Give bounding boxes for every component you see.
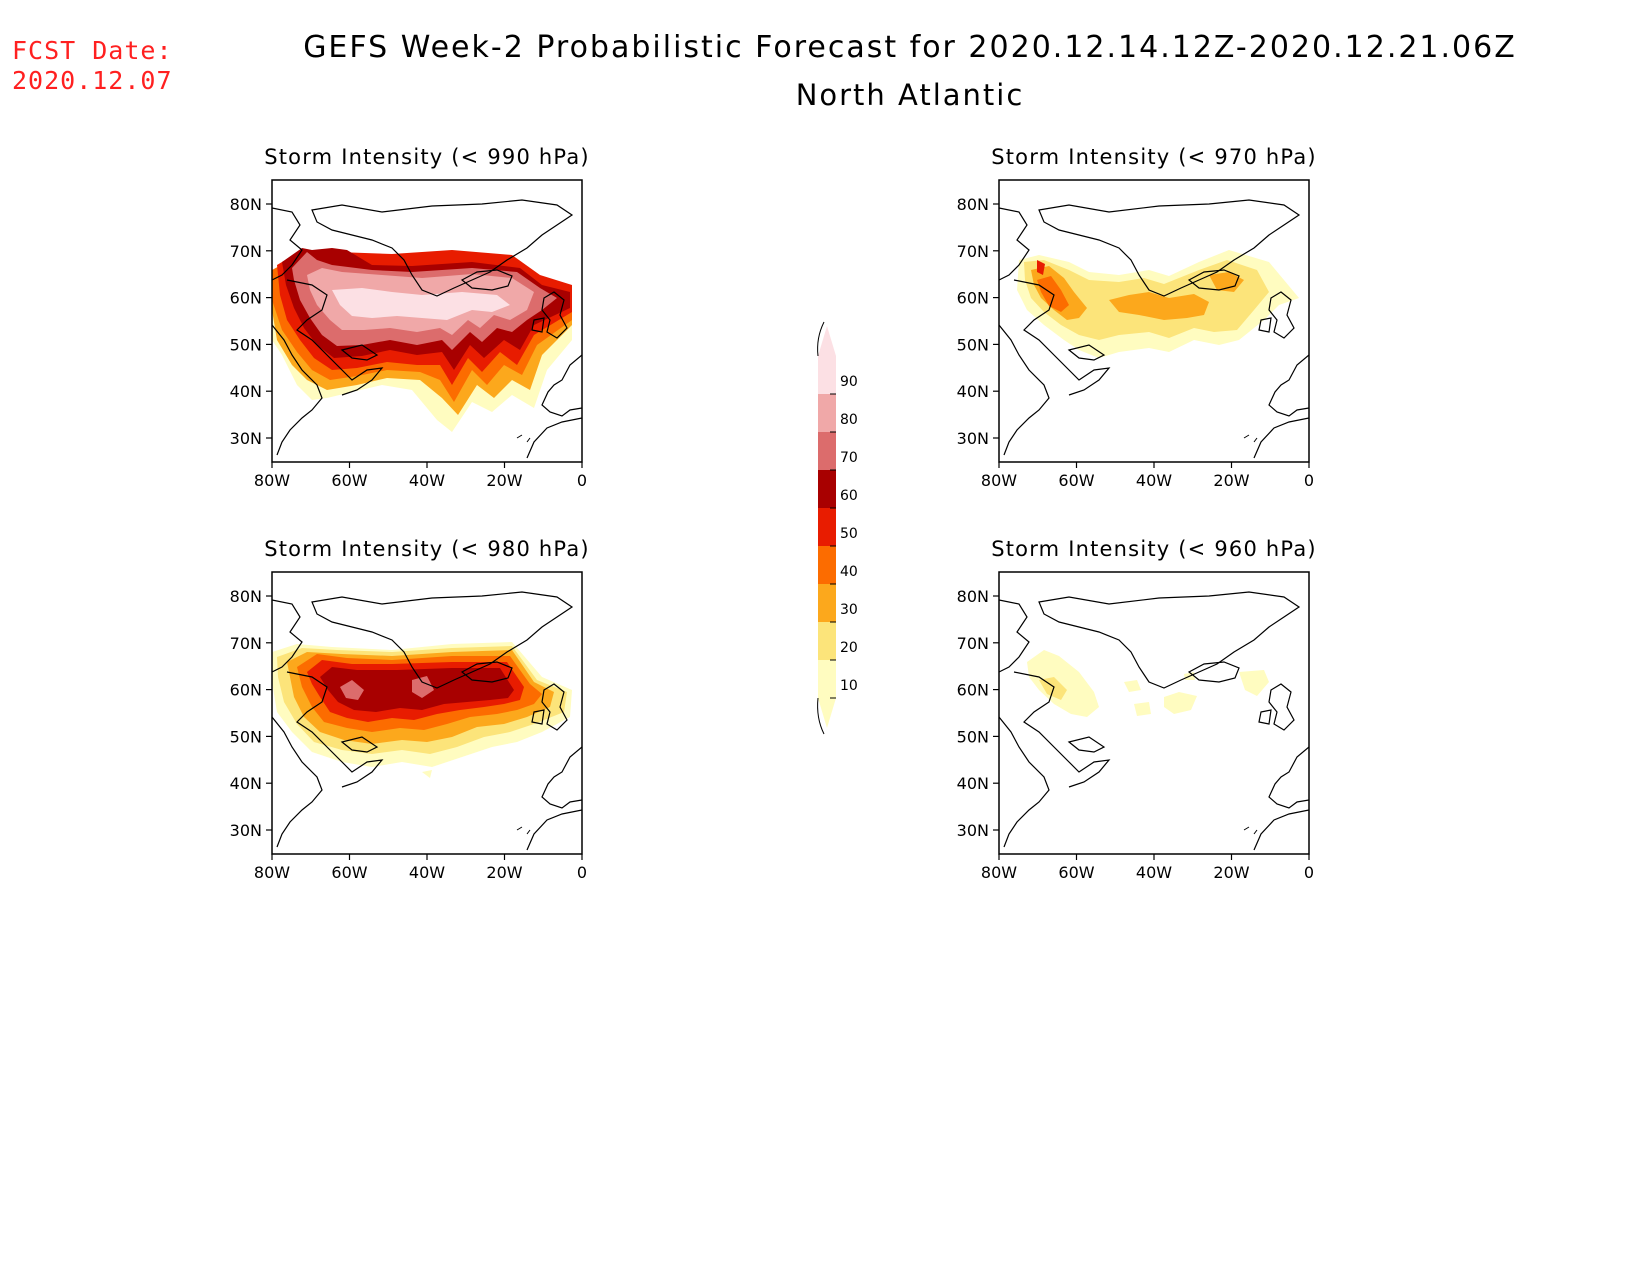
panel-title: Storm Intensity (< 970 hPa) bbox=[991, 145, 1317, 169]
legend-bottom-cap bbox=[818, 698, 836, 728]
lon-tick-label: 0 bbox=[1304, 471, 1314, 490]
legend-swatch bbox=[818, 622, 836, 660]
legend-level-label: 90 bbox=[840, 374, 858, 390]
lat-tick-label: 70N bbox=[230, 242, 262, 261]
probability-shading bbox=[1027, 650, 1269, 717]
legend-top-cap bbox=[818, 326, 836, 356]
lon-tick-label: 80W bbox=[254, 471, 290, 490]
lon-tick-label: 20W bbox=[486, 863, 522, 882]
forecast-date-value: 2020.12.07 bbox=[12, 66, 173, 95]
panel-title: Storm Intensity (< 960 hPa) bbox=[991, 537, 1317, 561]
probability-shading bbox=[332, 288, 510, 320]
legend-swatch bbox=[818, 508, 836, 546]
lon-tick-label: 60W bbox=[331, 863, 367, 882]
lon-tick-label: 40W bbox=[1136, 863, 1172, 882]
lon-tick-label: 60W bbox=[1058, 863, 1094, 882]
legend-level-label: 60 bbox=[840, 488, 858, 504]
lon-tick-label: 0 bbox=[1304, 863, 1314, 882]
page-title: GEFS Week-2 Probabilistic Forecast for 2… bbox=[303, 30, 1517, 65]
forecast-map-panel: Storm Intensity (< 970 hPa) 80N 70N 60N 50N 4… bbox=[957, 145, 1317, 490]
legend-level-label: 70 bbox=[840, 450, 858, 466]
lat-tick-label: 30N bbox=[957, 821, 989, 840]
lat-tick-label: 40N bbox=[957, 382, 989, 401]
panel-title: Storm Intensity (< 980 hPa) bbox=[264, 537, 590, 561]
lon-tick-label: 20W bbox=[486, 471, 522, 490]
lat-tick-label: 50N bbox=[230, 335, 262, 354]
forecast-map-panel: Storm Intensity (< 990 hPa) 80N 70N 60N 50N 4… bbox=[230, 145, 590, 490]
lat-tick-label: 70N bbox=[957, 242, 989, 261]
legend-swatch bbox=[818, 470, 836, 508]
lon-tick-label: 0 bbox=[577, 471, 587, 490]
legend-level-label: 80 bbox=[840, 412, 858, 428]
lon-tick-label: 60W bbox=[331, 471, 367, 490]
legend-level-label: 20 bbox=[840, 640, 858, 656]
forecast-date-block: FCST Date: 2020.12.07 bbox=[12, 36, 173, 96]
lat-tick-label: 40N bbox=[230, 774, 262, 793]
lat-tick-label: 60N bbox=[957, 681, 989, 700]
lat-tick-label: 50N bbox=[957, 335, 989, 354]
lat-tick-label: 70N bbox=[230, 634, 262, 653]
lat-tick-label: 40N bbox=[230, 382, 262, 401]
legend-swatch bbox=[818, 432, 836, 470]
forecast-map-panel: Storm Intensity (< 960 hPa) 80N 70N 60N 50N 4… bbox=[957, 537, 1317, 882]
lat-tick-label: 80N bbox=[230, 195, 262, 214]
lat-tick-label: 30N bbox=[957, 429, 989, 448]
legend-swatch bbox=[818, 546, 836, 584]
legend-level-label: 10 bbox=[840, 678, 858, 694]
lat-tick-label: 50N bbox=[957, 727, 989, 746]
color-legend: 90 80 70 60 50 40 30 20 10 bbox=[817, 321, 858, 735]
lon-tick-label: 40W bbox=[409, 863, 445, 882]
lon-tick-label: 20W bbox=[1213, 863, 1249, 882]
legend-level-label: 50 bbox=[840, 526, 858, 542]
lon-tick-label: 0 bbox=[577, 863, 587, 882]
forecast-date-label: FCST Date: bbox=[12, 36, 173, 65]
legend-swatch bbox=[818, 584, 836, 622]
panel-title: Storm Intensity (< 990 hPa) bbox=[264, 145, 590, 169]
region-title: North Atlantic bbox=[795, 78, 1025, 112]
lat-tick-label: 50N bbox=[230, 727, 262, 746]
legend-swatch bbox=[818, 394, 836, 432]
lon-tick-label: 80W bbox=[981, 863, 1017, 882]
lat-tick-label: 70N bbox=[957, 634, 989, 653]
legend-level-label: 30 bbox=[840, 602, 858, 618]
probability-shading bbox=[340, 676, 434, 700]
lat-tick-label: 40N bbox=[957, 774, 989, 793]
legend-level-label: 40 bbox=[840, 564, 858, 580]
lon-tick-label: 40W bbox=[1136, 471, 1172, 490]
lon-tick-label: 80W bbox=[254, 863, 290, 882]
lon-tick-label: 60W bbox=[1058, 471, 1094, 490]
lat-tick-label: 30N bbox=[230, 821, 262, 840]
lon-tick-label: 80W bbox=[981, 471, 1017, 490]
lon-tick-label: 40W bbox=[409, 471, 445, 490]
lat-tick-label: 60N bbox=[957, 289, 989, 308]
lat-tick-label: 60N bbox=[230, 681, 262, 700]
legend-swatch bbox=[818, 356, 836, 394]
lat-tick-label: 80N bbox=[957, 195, 989, 214]
lat-tick-label: 80N bbox=[957, 587, 989, 606]
lon-tick-label: 20W bbox=[1213, 471, 1249, 490]
lat-tick-label: 80N bbox=[230, 587, 262, 606]
legend-swatch bbox=[818, 660, 836, 698]
lat-tick-label: 60N bbox=[230, 289, 262, 308]
probability-shading bbox=[1031, 266, 1244, 320]
lat-tick-label: 30N bbox=[230, 429, 262, 448]
probability-shading bbox=[1037, 260, 1045, 275]
forecast-map-panel: Storm Intensity (< 980 hPa) 80N 70N 60N 50N 4… bbox=[230, 537, 590, 882]
